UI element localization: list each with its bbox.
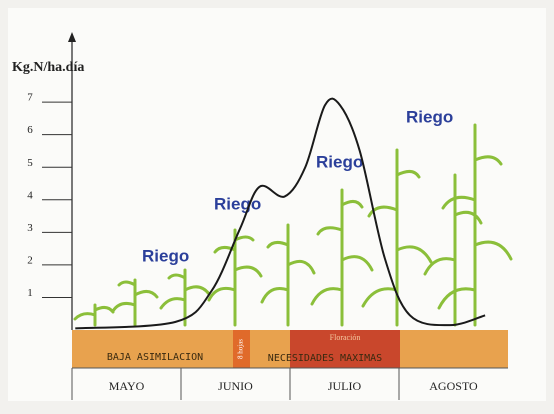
y-tick-label: 5	[27, 157, 33, 169]
phase-max	[250, 330, 290, 368]
x-tick-label: JUNIO	[218, 379, 253, 393]
annotation: Riego	[142, 246, 189, 265]
uptake-curve	[75, 97, 486, 330]
y-tick-label: 4	[27, 189, 33, 201]
y-axis-arrow	[68, 32, 76, 42]
phase-8-leaves	[233, 330, 250, 368]
y-tick-label: 7	[27, 92, 33, 104]
y-axis-label: Kg.N/ha.día	[12, 60, 84, 75]
x-tick-label: JULIO	[328, 379, 362, 393]
y-tick-label: 1	[27, 287, 33, 299]
phase-label: Floración	[330, 333, 361, 342]
annotation: Riego	[406, 107, 453, 126]
x-tick-label: MAYO	[109, 379, 145, 393]
annotation: Riego	[214, 194, 261, 213]
plants	[73, 123, 513, 327]
y-tick-label: 6	[27, 124, 33, 136]
phase-label: 8 hojas	[237, 339, 245, 359]
phase-label: BAJA ASIMILACION	[107, 352, 203, 363]
phase-flowering	[290, 330, 400, 368]
phase-late	[400, 330, 508, 368]
x-tick-label: AGOSTO	[429, 379, 478, 393]
x-axis-band: BAJA ASIMILACION 8 hojas Floración NECES…	[71, 330, 508, 400]
phase-label: NECESIDADES MAXIMAS	[268, 353, 382, 364]
annotation: Riego	[316, 152, 363, 171]
y-tick-label: 2	[27, 254, 33, 266]
phase-low	[72, 330, 233, 368]
y-tick-label: 3	[27, 222, 33, 234]
